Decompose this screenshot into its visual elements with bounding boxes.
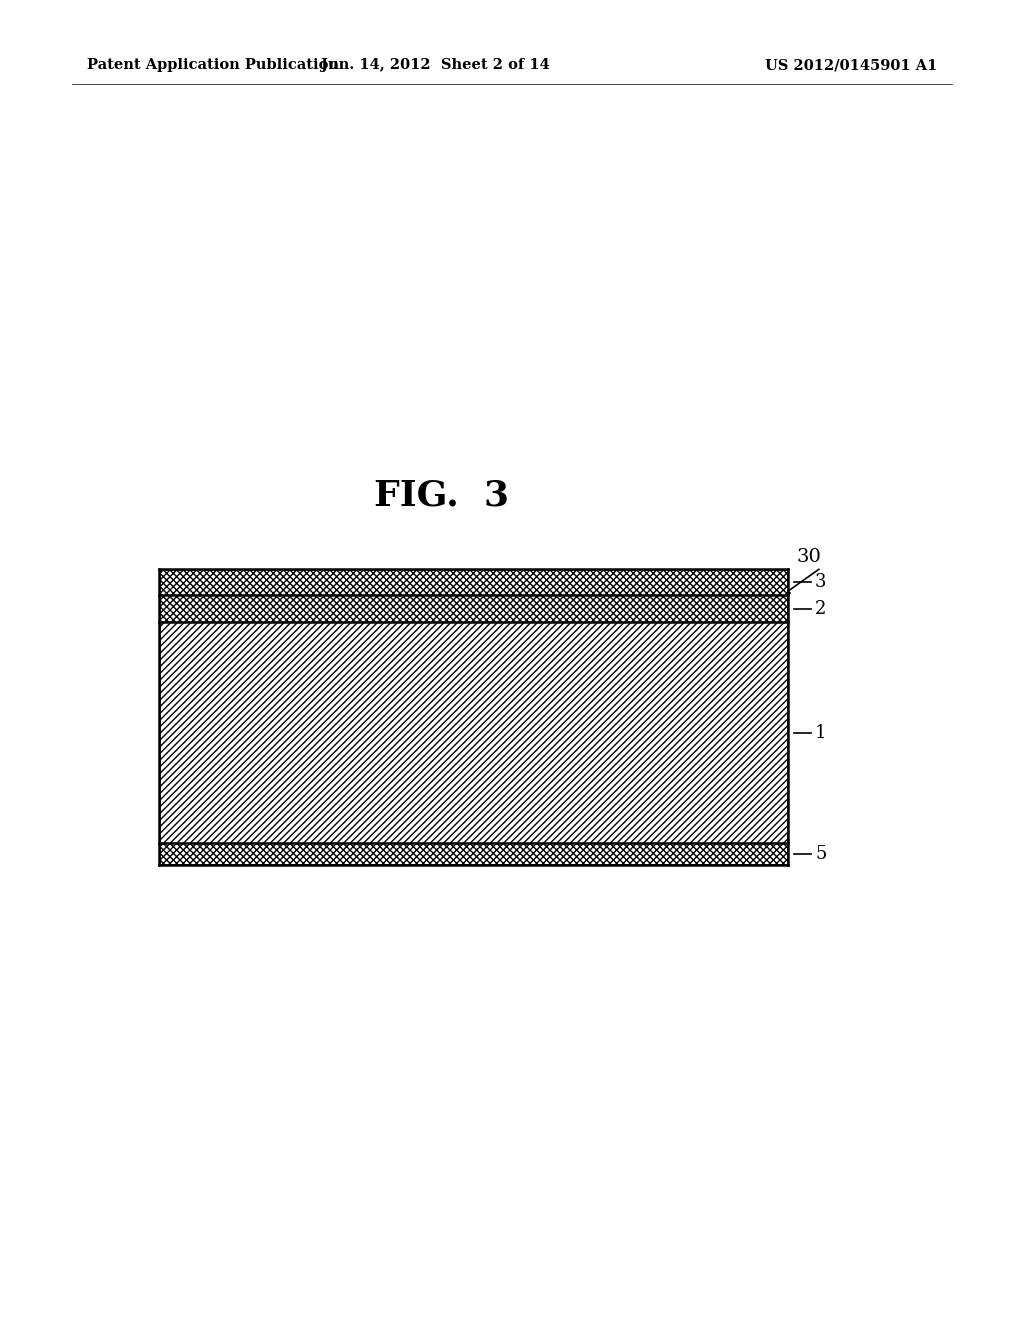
Text: Jun. 14, 2012  Sheet 2 of 14: Jun. 14, 2012 Sheet 2 of 14 [321, 58, 550, 73]
Text: FIG.  3: FIG. 3 [374, 478, 509, 512]
Text: 3: 3 [815, 573, 826, 591]
Text: 2: 2 [815, 599, 826, 618]
Text: 30: 30 [797, 548, 821, 566]
Text: 1: 1 [815, 723, 826, 742]
Text: 5: 5 [815, 845, 826, 863]
Text: Patent Application Publication: Patent Application Publication [87, 58, 339, 73]
Text: US 2012/0145901 A1: US 2012/0145901 A1 [765, 58, 937, 73]
